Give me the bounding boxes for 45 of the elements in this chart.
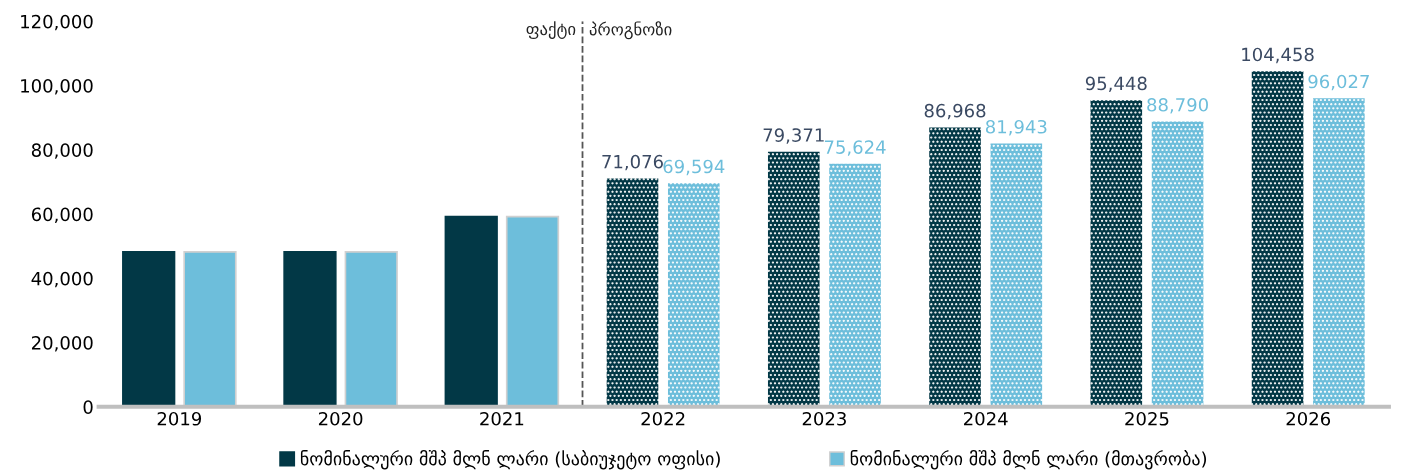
y-tick-label: 20,000 bbox=[31, 335, 93, 352]
data-label: 86,968 bbox=[924, 103, 986, 120]
bar bbox=[667, 183, 720, 407]
bar bbox=[505, 215, 560, 407]
y-tick-label: 100,000 bbox=[21, 78, 93, 95]
data-label: 81,943 bbox=[985, 119, 1047, 136]
bar bbox=[1313, 98, 1365, 407]
x-tick-label: 2019 bbox=[157, 411, 202, 426]
bar bbox=[990, 143, 1043, 407]
bar bbox=[183, 251, 237, 407]
x-tick-label: 2023 bbox=[802, 411, 846, 426]
x-tick-label: 2020 bbox=[318, 411, 363, 426]
bar bbox=[606, 178, 659, 407]
x-tick-label: 2021 bbox=[480, 411, 524, 426]
bar bbox=[122, 251, 176, 407]
data-label: 96,027 bbox=[1308, 74, 1369, 91]
bar bbox=[444, 215, 498, 407]
data-label: 75,624 bbox=[824, 140, 886, 156]
data-label: 104,458 bbox=[1242, 47, 1314, 64]
x-tick-label: 2025 bbox=[1125, 411, 1169, 426]
y-tick-label: 120,000 bbox=[21, 14, 93, 31]
bar bbox=[1251, 71, 1304, 407]
data-label: 79,371 bbox=[763, 128, 824, 144]
legend-label: ნომინალური მშპ მლნ ლარი (მთავრობა) bbox=[850, 450, 1207, 470]
x-tick-label: 2026 bbox=[1286, 411, 1331, 426]
bar bbox=[767, 151, 820, 407]
bar bbox=[929, 127, 981, 407]
bar bbox=[1151, 121, 1204, 407]
x-tick-label: 2024 bbox=[964, 411, 1008, 426]
data-label: 88,790 bbox=[1147, 97, 1208, 114]
bar bbox=[283, 251, 337, 407]
ref-line-label: ფაქტი bbox=[526, 21, 576, 40]
bar bbox=[829, 163, 881, 407]
y-tick-label: 80,000 bbox=[31, 143, 93, 159]
y-tick-label: 0 bbox=[83, 400, 93, 414]
y-tick-label: 60,000 bbox=[31, 207, 93, 223]
y-tick-label: 40,000 bbox=[31, 271, 93, 288]
data-label: 69,594 bbox=[663, 159, 725, 176]
bar bbox=[1090, 100, 1143, 407]
data-label: 71,076 bbox=[602, 154, 663, 171]
annotation: პროგნოზი bbox=[589, 21, 672, 40]
bar bbox=[344, 251, 398, 407]
data-label: 95,448 bbox=[1085, 76, 1147, 93]
x-tick-label: 2022 bbox=[641, 411, 685, 426]
legend-label: ნომინალური მშპ მლნ ლარი (საბიუჯეტო ოფისი) bbox=[300, 450, 720, 470]
